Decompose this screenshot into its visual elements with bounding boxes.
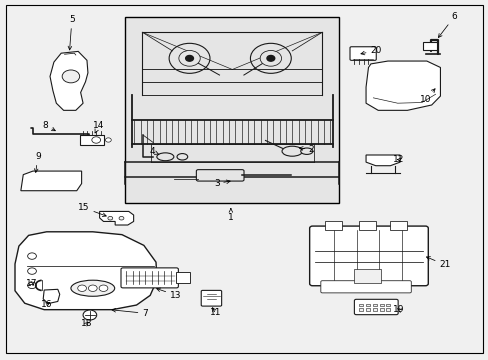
Polygon shape: [366, 155, 399, 166]
Text: 6: 6: [438, 12, 456, 37]
Bar: [372, 303, 376, 306]
Ellipse shape: [300, 148, 312, 154]
Circle shape: [28, 282, 36, 289]
FancyBboxPatch shape: [309, 226, 427, 286]
Text: 11: 11: [209, 308, 221, 318]
Circle shape: [83, 310, 97, 320]
Ellipse shape: [157, 153, 174, 161]
Text: 18: 18: [81, 319, 92, 328]
Bar: [379, 303, 383, 306]
Text: 2: 2: [299, 145, 314, 154]
Bar: [324, 221, 341, 230]
Polygon shape: [100, 211, 133, 225]
Circle shape: [179, 50, 200, 66]
Circle shape: [99, 285, 108, 292]
FancyBboxPatch shape: [320, 281, 410, 293]
Circle shape: [88, 285, 97, 292]
Bar: [359, 303, 363, 306]
Polygon shape: [43, 289, 60, 303]
Bar: [353, 269, 380, 283]
Bar: [423, 42, 436, 50]
Bar: [379, 308, 383, 311]
Polygon shape: [21, 171, 81, 191]
Text: 10: 10: [419, 89, 434, 104]
Text: 16: 16: [41, 300, 52, 309]
Text: 14: 14: [93, 121, 104, 133]
Text: 12: 12: [393, 155, 404, 164]
Bar: [80, 135, 104, 145]
Bar: [386, 303, 389, 306]
Circle shape: [28, 253, 36, 259]
Bar: [359, 308, 363, 311]
Bar: [386, 308, 389, 311]
Ellipse shape: [177, 154, 187, 160]
Ellipse shape: [282, 146, 302, 156]
Text: 13: 13: [156, 288, 181, 300]
Text: 5: 5: [68, 15, 75, 50]
FancyBboxPatch shape: [201, 291, 221, 306]
Text: 7: 7: [112, 309, 147, 318]
Ellipse shape: [71, 280, 115, 296]
Polygon shape: [366, 61, 440, 111]
Text: 8: 8: [42, 121, 55, 131]
FancyBboxPatch shape: [349, 47, 375, 60]
Circle shape: [266, 55, 274, 61]
Text: 4: 4: [149, 147, 159, 156]
Text: 1: 1: [227, 208, 233, 222]
Circle shape: [250, 43, 291, 73]
Circle shape: [105, 138, 111, 142]
Bar: [389, 221, 407, 230]
Circle shape: [62, 70, 80, 83]
Text: 19: 19: [392, 305, 404, 314]
FancyBboxPatch shape: [121, 268, 178, 288]
Text: 21: 21: [426, 257, 449, 269]
FancyBboxPatch shape: [196, 170, 244, 181]
Bar: [366, 303, 369, 306]
Bar: [176, 272, 190, 283]
Circle shape: [169, 43, 209, 73]
Circle shape: [260, 50, 281, 66]
Polygon shape: [15, 232, 157, 310]
Circle shape: [119, 216, 123, 220]
Circle shape: [92, 137, 101, 143]
Bar: [366, 308, 369, 311]
Text: 20: 20: [360, 46, 381, 55]
FancyBboxPatch shape: [354, 299, 397, 315]
Circle shape: [108, 216, 113, 220]
Text: 17: 17: [26, 279, 37, 288]
Bar: [125, 18, 339, 203]
Circle shape: [78, 285, 86, 292]
Bar: [358, 221, 375, 230]
Circle shape: [185, 55, 193, 61]
Bar: [372, 308, 376, 311]
Circle shape: [28, 268, 36, 274]
Text: 9: 9: [34, 152, 41, 172]
Polygon shape: [50, 51, 88, 111]
Text: 15: 15: [78, 203, 106, 216]
Text: 3: 3: [213, 179, 230, 188]
